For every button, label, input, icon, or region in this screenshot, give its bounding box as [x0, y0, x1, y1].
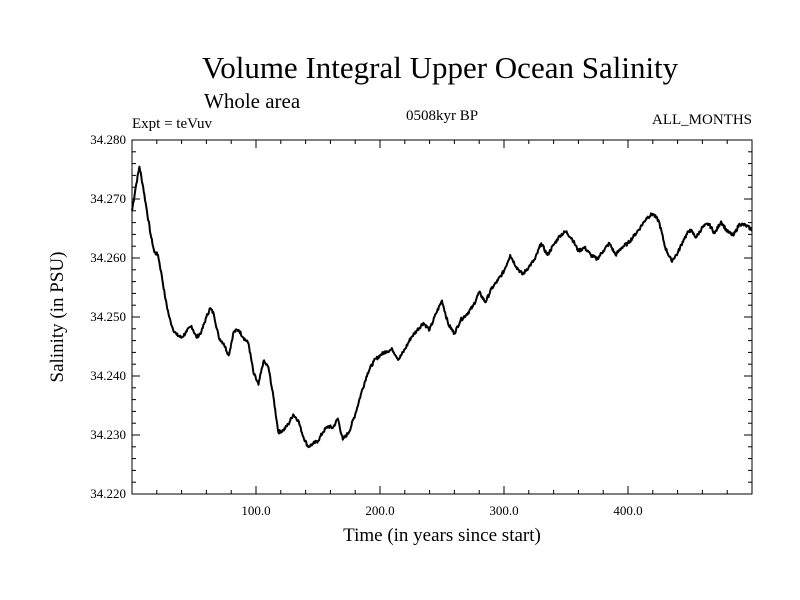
plot-frame: [131, 139, 753, 495]
expt-label: Expt = teVuv: [132, 116, 213, 132]
y-axis-label: Salinity (in PSU): [47, 252, 68, 383]
series-line: [131, 165, 753, 449]
x-tick-label: 300.0: [489, 503, 518, 518]
tick-labels: 100.0 200.0 300.0 400.0 34.220 34.230 34.240 34…: [90, 132, 642, 518]
x-tick-label: 400.0: [613, 503, 642, 518]
y-tick-label: 34.280: [90, 132, 126, 147]
y-tick-label: 34.230: [90, 427, 126, 442]
period-label: 0508kyr BP: [406, 108, 478, 124]
y-tick-label: 34.250: [90, 309, 126, 324]
months-label: ALL_MONTHS: [652, 112, 752, 128]
x-tick-label: 200.0: [365, 503, 394, 518]
y-tick-label: 34.240: [90, 368, 126, 383]
y-tick-label: 34.220: [90, 486, 126, 501]
x-axis-label: Time (in years since start): [343, 525, 541, 546]
y-tick-label: 34.270: [90, 191, 126, 206]
y-tick-label: 34.260: [90, 250, 126, 265]
chart-subtitle: Whole area: [204, 89, 301, 113]
x-tick-label: 100.0: [241, 503, 270, 518]
chart-title: Volume Integral Upper Ocean Salinity: [202, 50, 679, 85]
